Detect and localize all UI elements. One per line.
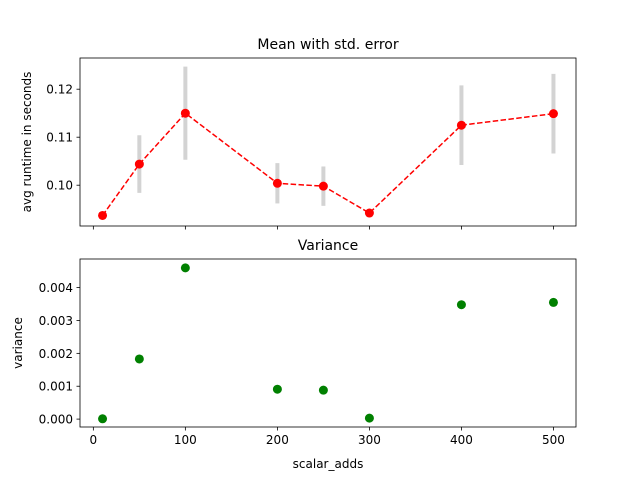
variance-point (272, 384, 282, 394)
variance-point (180, 263, 190, 273)
mean-point (364, 208, 374, 218)
variance-y-tick-label: 0.001 (39, 380, 73, 394)
variance-x-tick-label: 200 (266, 433, 289, 447)
variance-x-tick-label: 300 (358, 433, 381, 447)
mean-point (272, 178, 282, 188)
mean-point (134, 159, 144, 169)
variance-y-tick-label: 0.003 (39, 314, 73, 328)
variance-x-tick-label: 100 (174, 433, 197, 447)
mean-y-tick-label: 0.11 (46, 131, 73, 145)
mean-point (98, 210, 108, 220)
variance-plot-marks (98, 263, 558, 424)
mean-point (318, 181, 328, 191)
variance-plot-y-axis-label: variance (11, 317, 25, 369)
variance-plot-title: Variance (298, 238, 358, 254)
variance-plot-x-axis-label: scalar_adds (293, 457, 364, 471)
variance-x-tick-label: 0 (90, 433, 98, 447)
mean-plot-ticks: 0.10 0.11 0.12 (46, 83, 554, 230)
variance-x-tick-label: 500 (542, 433, 565, 447)
mean-y-tick-label: 0.12 (46, 83, 73, 97)
mean-plot-marks (98, 66, 558, 220)
mean-point (180, 108, 190, 118)
mean-plot-frame (79, 57, 577, 227)
variance-y-tick-label: 0.004 (39, 281, 73, 295)
variance-point (548, 297, 558, 307)
mean-series-line (101, 112, 554, 216)
variance-point (98, 414, 108, 424)
mean-plot-y-axis-label: avg runtime in seconds (20, 72, 34, 213)
variance-panel: 0 100 200 300 400 500 0.000 0.001 0.002 0.003 0.00… (11, 238, 577, 471)
variance-point (134, 354, 144, 364)
mean-y-tick-label: 0.10 (46, 179, 73, 193)
variance-y-tick-label: 0.002 (39, 347, 73, 361)
mean-panel: 0.10 0.11 0.12 Mean with std. error avg ru… (20, 37, 577, 230)
mean-point (548, 109, 558, 119)
variance-point (364, 413, 374, 423)
mean-plot-title: Mean with std. error (257, 37, 398, 53)
variance-plot-ticks: 0 100 200 300 400 500 0.000 0.001 0.002 0.003 0.00… (39, 281, 565, 447)
variance-x-tick-label: 400 (450, 433, 473, 447)
variance-point (456, 300, 466, 310)
variance-plot-frame (79, 258, 577, 428)
variance-y-tick-label: 0.000 (39, 413, 73, 427)
variance-point (318, 385, 328, 395)
mean-point (456, 120, 466, 130)
